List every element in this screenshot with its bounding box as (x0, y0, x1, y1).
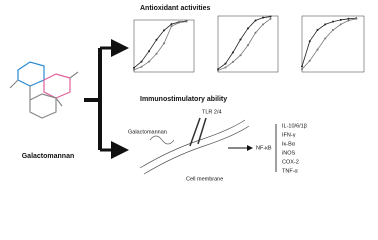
point (332, 29, 334, 31)
point (148, 60, 150, 63)
point (224, 62, 227, 65)
point (324, 23, 327, 26)
point (155, 52, 158, 55)
series-line (217, 16, 271, 70)
point (133, 68, 135, 71)
point (347, 19, 350, 22)
ligand-label: Galactomannan (128, 129, 167, 135)
point (301, 68, 303, 71)
point (148, 50, 150, 53)
point (133, 66, 135, 69)
point (324, 37, 327, 40)
section-title: Immunostimulatory ability (140, 96, 227, 103)
output-label: iNOS (282, 150, 295, 156)
factor-label: NF-κB (256, 145, 272, 151)
point (347, 17, 350, 20)
graphical-abstract: Galactomannan Antioxidant activities Imm… (9, 5, 365, 182)
point (332, 20, 334, 23)
chart-frame (133, 19, 195, 73)
point (239, 54, 242, 57)
point (316, 48, 319, 51)
series-line (301, 17, 357, 67)
membrane-label: Cell membrane (186, 176, 223, 182)
series-line (133, 20, 187, 69)
point (269, 15, 272, 18)
series-line (301, 18, 357, 70)
point (163, 42, 165, 45)
point (247, 27, 249, 30)
series-line (217, 18, 271, 71)
point (155, 38, 158, 41)
point (339, 18, 342, 21)
receptor-label: TLR 2/4 (202, 109, 222, 115)
point (316, 29, 319, 31)
section-title: Antioxidant activities (140, 5, 211, 12)
point (355, 17, 358, 20)
output-label: IFN-γ (282, 132, 296, 138)
point (224, 66, 227, 69)
molecule (9, 61, 79, 119)
point (301, 65, 303, 68)
point (339, 23, 342, 26)
point (239, 38, 242, 41)
point (178, 21, 180, 24)
point (247, 44, 249, 47)
point (140, 65, 143, 68)
chart-frame (217, 15, 279, 73)
point (140, 60, 143, 63)
point (217, 69, 219, 72)
point (254, 31, 257, 34)
point (185, 20, 188, 23)
point (170, 25, 173, 28)
output-label: TNF-α (282, 168, 299, 174)
point (232, 60, 234, 63)
bracket (84, 39, 129, 159)
point (163, 29, 165, 32)
point (170, 23, 173, 26)
chart-frame (301, 15, 365, 73)
output-label: IL-10/6/1β (282, 123, 307, 129)
point (232, 51, 234, 54)
point (308, 59, 311, 62)
point (308, 40, 311, 43)
point (254, 19, 257, 22)
membrane (139, 117, 250, 175)
point (262, 16, 264, 19)
output-label: COX-2 (282, 159, 299, 165)
output-label: Iκ-Bα (282, 141, 296, 147)
molecule-label: Galactomannan (22, 153, 75, 160)
point (262, 23, 264, 26)
point (269, 17, 272, 20)
series-line (133, 21, 187, 71)
